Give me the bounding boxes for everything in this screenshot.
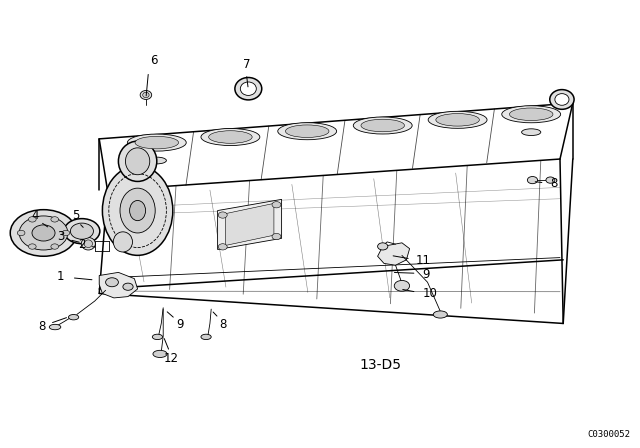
Circle shape bbox=[218, 244, 227, 250]
Circle shape bbox=[106, 278, 118, 287]
Ellipse shape bbox=[509, 108, 553, 121]
Ellipse shape bbox=[209, 131, 252, 143]
Ellipse shape bbox=[120, 188, 155, 233]
Text: 3: 3 bbox=[57, 230, 65, 243]
Text: 10: 10 bbox=[422, 287, 437, 300]
Ellipse shape bbox=[113, 232, 132, 252]
Circle shape bbox=[394, 280, 410, 291]
Ellipse shape bbox=[49, 324, 61, 330]
Text: 6: 6 bbox=[150, 54, 157, 67]
Circle shape bbox=[51, 217, 59, 222]
Circle shape bbox=[527, 177, 538, 184]
Text: 11: 11 bbox=[416, 254, 431, 267]
Circle shape bbox=[17, 230, 25, 236]
Ellipse shape bbox=[201, 129, 260, 146]
Text: 1: 1 bbox=[57, 270, 65, 284]
Circle shape bbox=[62, 230, 70, 236]
Ellipse shape bbox=[201, 334, 211, 340]
Circle shape bbox=[378, 243, 388, 250]
Ellipse shape bbox=[68, 314, 79, 320]
Text: 5: 5 bbox=[72, 209, 79, 223]
Ellipse shape bbox=[125, 148, 150, 175]
Circle shape bbox=[218, 212, 227, 218]
Ellipse shape bbox=[147, 157, 166, 164]
Text: 8: 8 bbox=[219, 318, 227, 332]
Circle shape bbox=[272, 202, 281, 208]
Text: 13-D5: 13-D5 bbox=[360, 358, 402, 372]
Text: 12: 12 bbox=[164, 352, 179, 365]
Ellipse shape bbox=[152, 334, 163, 340]
Ellipse shape bbox=[135, 136, 179, 149]
Ellipse shape bbox=[361, 119, 404, 132]
Ellipse shape bbox=[84, 240, 93, 247]
Ellipse shape bbox=[127, 134, 186, 151]
Circle shape bbox=[272, 233, 281, 240]
Ellipse shape bbox=[235, 78, 262, 100]
Text: 9: 9 bbox=[177, 318, 184, 332]
Ellipse shape bbox=[143, 92, 149, 98]
Ellipse shape bbox=[153, 350, 167, 358]
Ellipse shape bbox=[522, 129, 541, 136]
Text: C0300052: C0300052 bbox=[588, 430, 630, 439]
Circle shape bbox=[10, 210, 77, 256]
Text: 4: 4 bbox=[31, 208, 39, 222]
Ellipse shape bbox=[550, 90, 574, 109]
Ellipse shape bbox=[140, 90, 152, 99]
Circle shape bbox=[19, 216, 68, 250]
Text: 8: 8 bbox=[38, 319, 45, 333]
Ellipse shape bbox=[428, 111, 487, 128]
Circle shape bbox=[29, 217, 36, 222]
Circle shape bbox=[28, 244, 36, 249]
Text: 7: 7 bbox=[243, 58, 250, 72]
Text: 2: 2 bbox=[78, 237, 86, 251]
Circle shape bbox=[64, 219, 100, 244]
Ellipse shape bbox=[129, 200, 146, 220]
Ellipse shape bbox=[502, 106, 561, 123]
Polygon shape bbox=[99, 272, 138, 298]
Ellipse shape bbox=[81, 237, 95, 250]
Ellipse shape bbox=[436, 113, 479, 126]
Text: 9: 9 bbox=[422, 267, 430, 281]
Polygon shape bbox=[225, 203, 274, 246]
Text: 8: 8 bbox=[550, 177, 558, 190]
Polygon shape bbox=[218, 199, 282, 250]
Circle shape bbox=[51, 244, 59, 249]
Ellipse shape bbox=[285, 125, 329, 138]
Polygon shape bbox=[378, 243, 410, 265]
Ellipse shape bbox=[278, 123, 337, 140]
Circle shape bbox=[32, 225, 55, 241]
Ellipse shape bbox=[102, 166, 173, 255]
Ellipse shape bbox=[118, 141, 157, 181]
Circle shape bbox=[70, 223, 93, 239]
Circle shape bbox=[546, 177, 555, 183]
Ellipse shape bbox=[555, 94, 569, 105]
Ellipse shape bbox=[433, 311, 447, 318]
Ellipse shape bbox=[241, 82, 256, 95]
Circle shape bbox=[123, 283, 133, 290]
Ellipse shape bbox=[353, 117, 412, 134]
